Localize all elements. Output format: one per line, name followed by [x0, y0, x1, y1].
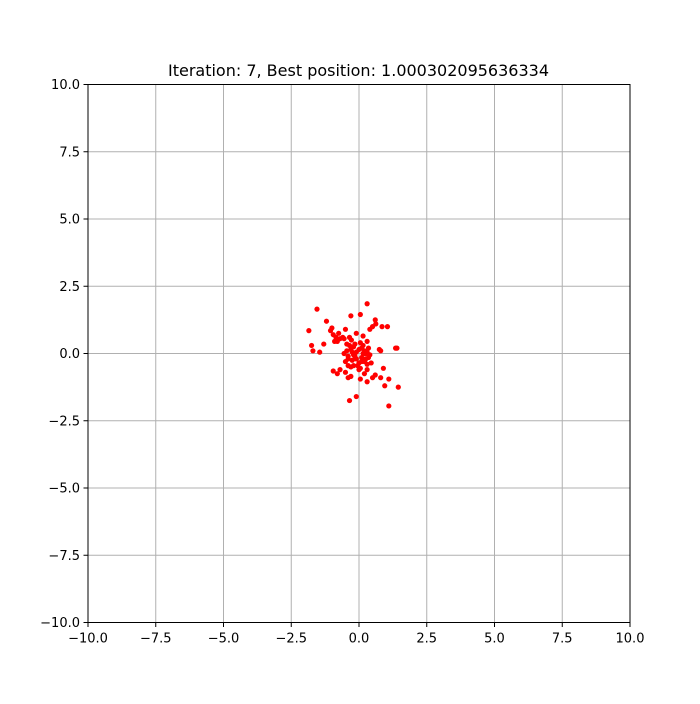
data-point — [372, 317, 378, 323]
data-point — [353, 356, 359, 362]
x-tick-label: 10.0 — [616, 632, 645, 647]
data-point — [355, 363, 361, 369]
data-point — [384, 324, 391, 330]
data-point — [368, 360, 374, 366]
data-point — [356, 367, 362, 373]
data-point — [350, 363, 357, 369]
data-point — [346, 334, 353, 340]
data-point — [364, 379, 370, 385]
data-point — [348, 373, 354, 379]
data-point — [341, 350, 347, 357]
x-tick-label: 2.5 — [416, 632, 437, 647]
y-tick-label: −2.5 — [48, 414, 80, 429]
data-point — [394, 345, 400, 351]
data-point — [323, 318, 330, 324]
data-point — [342, 369, 349, 375]
y-tick-label: 10.0 — [51, 78, 80, 93]
data-point — [364, 338, 370, 344]
data-point — [330, 368, 336, 374]
data-points — [306, 301, 401, 409]
data-point — [353, 393, 359, 400]
data-point — [380, 365, 386, 371]
data-point — [379, 324, 385, 330]
data-point — [364, 367, 370, 373]
x-axis-ticks: −10.0 −7.5 −5.0 −2.5 0.0 2.5 5.0 7.5 10.0 — [68, 622, 645, 647]
data-point — [359, 358, 365, 365]
data-point — [342, 326, 349, 332]
data-point — [364, 301, 370, 307]
data-point — [334, 371, 340, 377]
data-point — [330, 332, 336, 338]
data-point — [308, 342, 315, 349]
data-point — [348, 313, 354, 319]
data-point — [352, 341, 358, 347]
data-point — [341, 336, 347, 342]
data-point — [378, 348, 384, 354]
data-point — [327, 328, 334, 334]
data-point — [336, 330, 342, 336]
data-point — [367, 326, 373, 332]
x-tick-label: 7.5 — [552, 632, 573, 647]
data-point — [317, 349, 323, 355]
y-tick-label: 5.0 — [59, 213, 80, 228]
data-point — [364, 361, 370, 367]
y-tick-label: 0.0 — [59, 347, 80, 362]
data-point — [360, 350, 366, 357]
x-tick-label: −7.5 — [140, 632, 172, 647]
data-point — [357, 340, 363, 346]
y-tick-label: −10.0 — [40, 616, 80, 631]
chart-title: Iteration: 7, Best position: 1.000302095… — [168, 61, 549, 80]
data-point — [314, 306, 320, 312]
data-point — [365, 345, 372, 351]
x-tick-label: 0.0 — [349, 632, 370, 647]
data-point — [346, 342, 353, 349]
x-tick-label: 5.0 — [484, 632, 505, 647]
data-point — [337, 367, 343, 373]
data-point — [365, 354, 372, 361]
data-point — [357, 311, 363, 318]
x-tick-label: −2.5 — [275, 632, 307, 647]
data-point — [386, 376, 392, 382]
y-tick-label: −7.5 — [48, 549, 80, 564]
data-point — [360, 333, 366, 339]
y-tick-label: 7.5 — [59, 145, 80, 160]
data-point — [334, 338, 340, 344]
data-point — [361, 371, 368, 377]
data-point — [345, 356, 351, 362]
data-point — [306, 328, 312, 334]
data-point — [372, 372, 378, 378]
data-point — [395, 384, 401, 390]
y-tick-label: −5.0 — [48, 482, 80, 497]
x-tick-label: −5.0 — [208, 632, 240, 647]
data-point — [349, 349, 355, 355]
data-point — [321, 341, 327, 347]
data-point — [359, 354, 365, 361]
data-point — [349, 357, 355, 363]
x-tick-label: −10.0 — [68, 632, 108, 647]
y-axis-ticks: 10.0 7.5 5.0 2.5 0.0 −2.5 −5.0 −7.5 −10.0 — [40, 78, 88, 631]
data-point — [386, 403, 392, 409]
data-point — [373, 321, 379, 327]
data-point — [382, 383, 388, 389]
data-point — [357, 376, 363, 382]
data-point — [310, 348, 316, 354]
y-tick-label: 2.5 — [59, 280, 80, 295]
data-point — [353, 330, 359, 336]
data-point — [378, 375, 384, 381]
data-point — [346, 397, 353, 404]
